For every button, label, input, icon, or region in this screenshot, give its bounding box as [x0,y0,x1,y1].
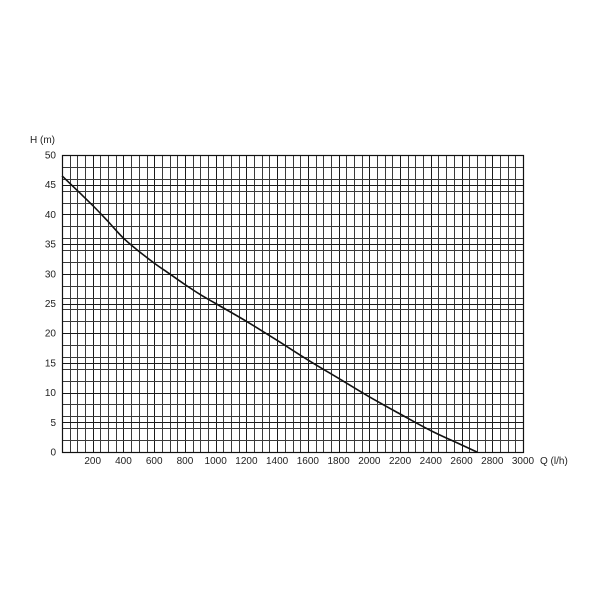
x-tick-label: 1200 [235,456,258,467]
x-tick-label: 1000 [205,456,228,467]
series-line-0 [61,175,478,453]
x-tick-label: 600 [146,456,163,467]
y-tick-label: 40 [45,210,57,221]
grid-layer [62,155,523,452]
y-tick-label: 20 [45,329,57,340]
x-tick-label: 2000 [358,456,381,467]
y-axis-label: H (m) [30,135,55,146]
y-tick-label: 35 [45,240,57,251]
y-tick-label: 10 [45,388,57,399]
y-tick-label: 50 [45,151,57,162]
x-tick-label: 2800 [481,456,504,467]
x-tick-label: 400 [115,456,132,467]
x-tick-label: 200 [84,456,101,467]
x-tick-label: 1400 [266,456,289,467]
x-tick-label: 2600 [450,456,473,467]
y-tick-label: 5 [50,418,56,429]
plot-frame [61,154,525,454]
y-tick-label: 45 [45,180,57,191]
plot-border [61,154,525,454]
x-axis-label: Q (l/h) [540,456,568,467]
y-tick-label: 25 [45,299,57,310]
y-tick-label: 15 [45,358,57,369]
y-tick-label: 0 [50,448,56,459]
series-layer [61,175,478,453]
x-tick-label: 2400 [420,456,443,467]
x-tick-label: 1800 [327,456,350,467]
x-tick-label: 3000 [512,456,535,467]
y-tick-label: 30 [45,269,57,280]
x-tick-label: 800 [177,456,194,467]
x-tick-label: 2200 [389,456,412,467]
y-tick-labels: 0 5 10 15 20 25 30 35 40 45 50 [45,151,57,459]
x-tick-labels: 200 400 600 800 1000 1200 1400 1600 1800 2000 2200… [84,456,534,467]
x-tick-label: 1600 [297,456,320,467]
